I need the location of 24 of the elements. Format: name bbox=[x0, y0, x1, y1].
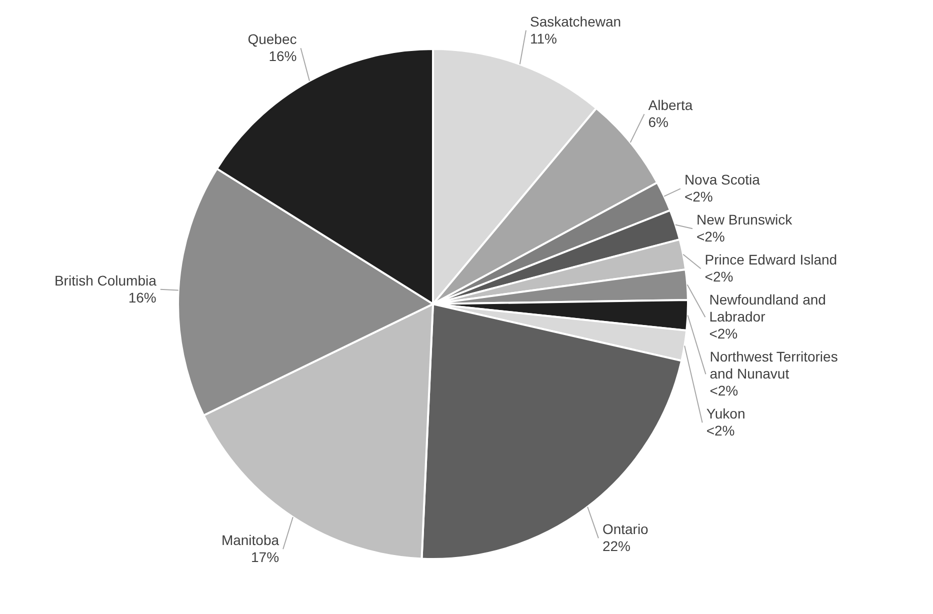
data-label: 17% bbox=[251, 549, 280, 566]
slice-label: Quebec bbox=[248, 31, 297, 48]
data-label: 16% bbox=[268, 48, 297, 64]
data-label: 11% bbox=[530, 30, 557, 46]
data-label: 6% bbox=[648, 114, 669, 130]
data-label: <2% bbox=[709, 326, 738, 342]
slice-label: Alberta bbox=[648, 97, 693, 114]
slice-label: Saskatchewan bbox=[530, 13, 622, 30]
slice-label: British Columbia bbox=[54, 272, 157, 288]
data-label: <2% bbox=[704, 268, 734, 285]
slice-label: Manitoba bbox=[221, 532, 280, 548]
data-label: <2% bbox=[706, 422, 735, 439]
data-label: 22% bbox=[602, 538, 630, 554]
slice-label: Northwest Territories and Nunavut bbox=[710, 348, 838, 382]
data-label: <2% bbox=[710, 382, 738, 399]
slice-label: Newfoundland and Labrador bbox=[709, 292, 826, 325]
slice-label: Ontario bbox=[602, 521, 649, 538]
slice-label: Yukon bbox=[706, 406, 746, 422]
slice-label: Nova Scotia bbox=[684, 172, 760, 188]
data-label: 16% bbox=[128, 289, 156, 306]
data-label: <2% bbox=[696, 228, 725, 245]
slice-label: New Brunswick bbox=[696, 212, 794, 228]
slice-label: Prince Edward Island bbox=[704, 252, 838, 268]
data-label: <2% bbox=[684, 188, 713, 205]
